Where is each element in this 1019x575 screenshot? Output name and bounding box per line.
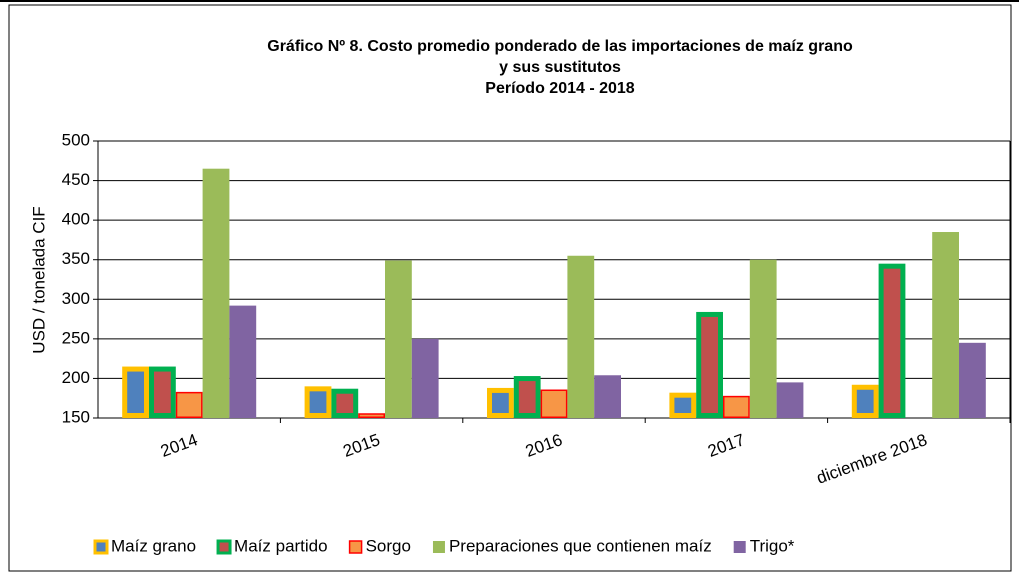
legend-label: Maíz partido — [234, 536, 328, 555]
bar — [594, 375, 621, 418]
y-tick-label: 250 — [62, 328, 90, 347]
legend-swatch — [93, 539, 109, 555]
bar — [669, 392, 697, 418]
y-tick-label: 200 — [62, 368, 90, 387]
chart-title: Gráfico Nº 8. Costo promedio ponderado d… — [267, 38, 853, 55]
bar — [411, 338, 439, 418]
chart-title: Período 2014 - 2018 — [485, 80, 635, 97]
bar — [540, 389, 568, 419]
bar — [229, 305, 257, 418]
bar — [202, 168, 230, 418]
bar — [513, 376, 541, 419]
legend-label: Sorgo — [366, 536, 411, 555]
legend-label: Preparaciones que contienen maíz — [449, 536, 712, 555]
bar — [723, 395, 750, 418]
y-axis-label: USD / tonelada CIF — [29, 206, 48, 353]
y-tick-label: 450 — [62, 170, 90, 189]
y-tick-label: 400 — [62, 210, 90, 229]
chart-frame — [8, 4, 1012, 572]
bar — [358, 413, 386, 419]
bar — [567, 255, 595, 418]
bar — [175, 391, 203, 418]
bar — [932, 232, 959, 418]
y-tick-label: 350 — [62, 249, 90, 268]
bar — [776, 382, 804, 418]
legend-label: Trigo* — [750, 536, 795, 555]
bar — [749, 259, 777, 418]
legend-swatch — [216, 539, 232, 555]
y-tick-label: 150 — [62, 407, 90, 426]
y-tick-label: 500 — [62, 130, 90, 149]
legend-label: Maíz grano — [111, 536, 196, 555]
bar — [959, 342, 986, 418]
bar — [149, 366, 176, 418]
bar — [696, 311, 724, 419]
bar — [304, 386, 332, 419]
bar — [122, 366, 149, 418]
bar — [851, 384, 879, 419]
legend-swatch — [733, 541, 746, 553]
legend-swatch — [432, 541, 445, 553]
bar — [385, 260, 412, 418]
bar — [331, 388, 359, 418]
bar — [878, 263, 906, 418]
chart-title: y sus sustitutos — [499, 59, 621, 76]
bar — [487, 387, 514, 419]
legend-swatch — [348, 540, 363, 554]
y-tick-label: 300 — [62, 289, 90, 308]
